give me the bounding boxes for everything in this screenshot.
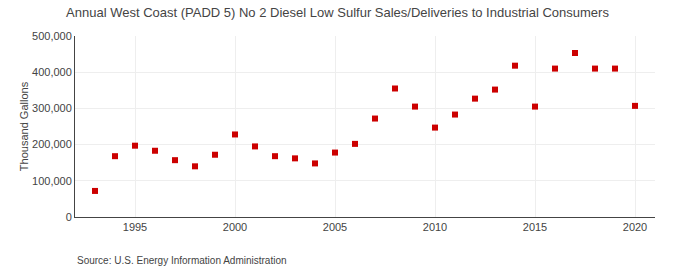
svg-text:100,000: 100,000 (32, 175, 72, 187)
svg-text:2010: 2010 (423, 221, 447, 233)
svg-text:200,000: 200,000 (32, 138, 72, 150)
svg-text:500,000: 500,000 (32, 30, 72, 42)
svg-text:2020: 2020 (623, 221, 647, 233)
svg-text:2015: 2015 (523, 221, 547, 233)
svg-text:Thousand Gallons: Thousand Gallons (18, 81, 30, 171)
svg-text:2000: 2000 (223, 221, 247, 233)
svg-text:1995: 1995 (123, 221, 147, 233)
svg-text:300,000: 300,000 (32, 102, 72, 114)
svg-text:0: 0 (66, 211, 72, 223)
svg-text:2005: 2005 (323, 221, 347, 233)
svg-text:400,000: 400,000 (32, 66, 72, 78)
svg-text:Annual West Coast (PADD 5) No: Annual West Coast (PADD 5) No 2 Diesel L… (66, 5, 609, 20)
svg-text:Source: U.S. Energy Informatio: Source: U.S. Energy Information Administ… (77, 255, 287, 266)
